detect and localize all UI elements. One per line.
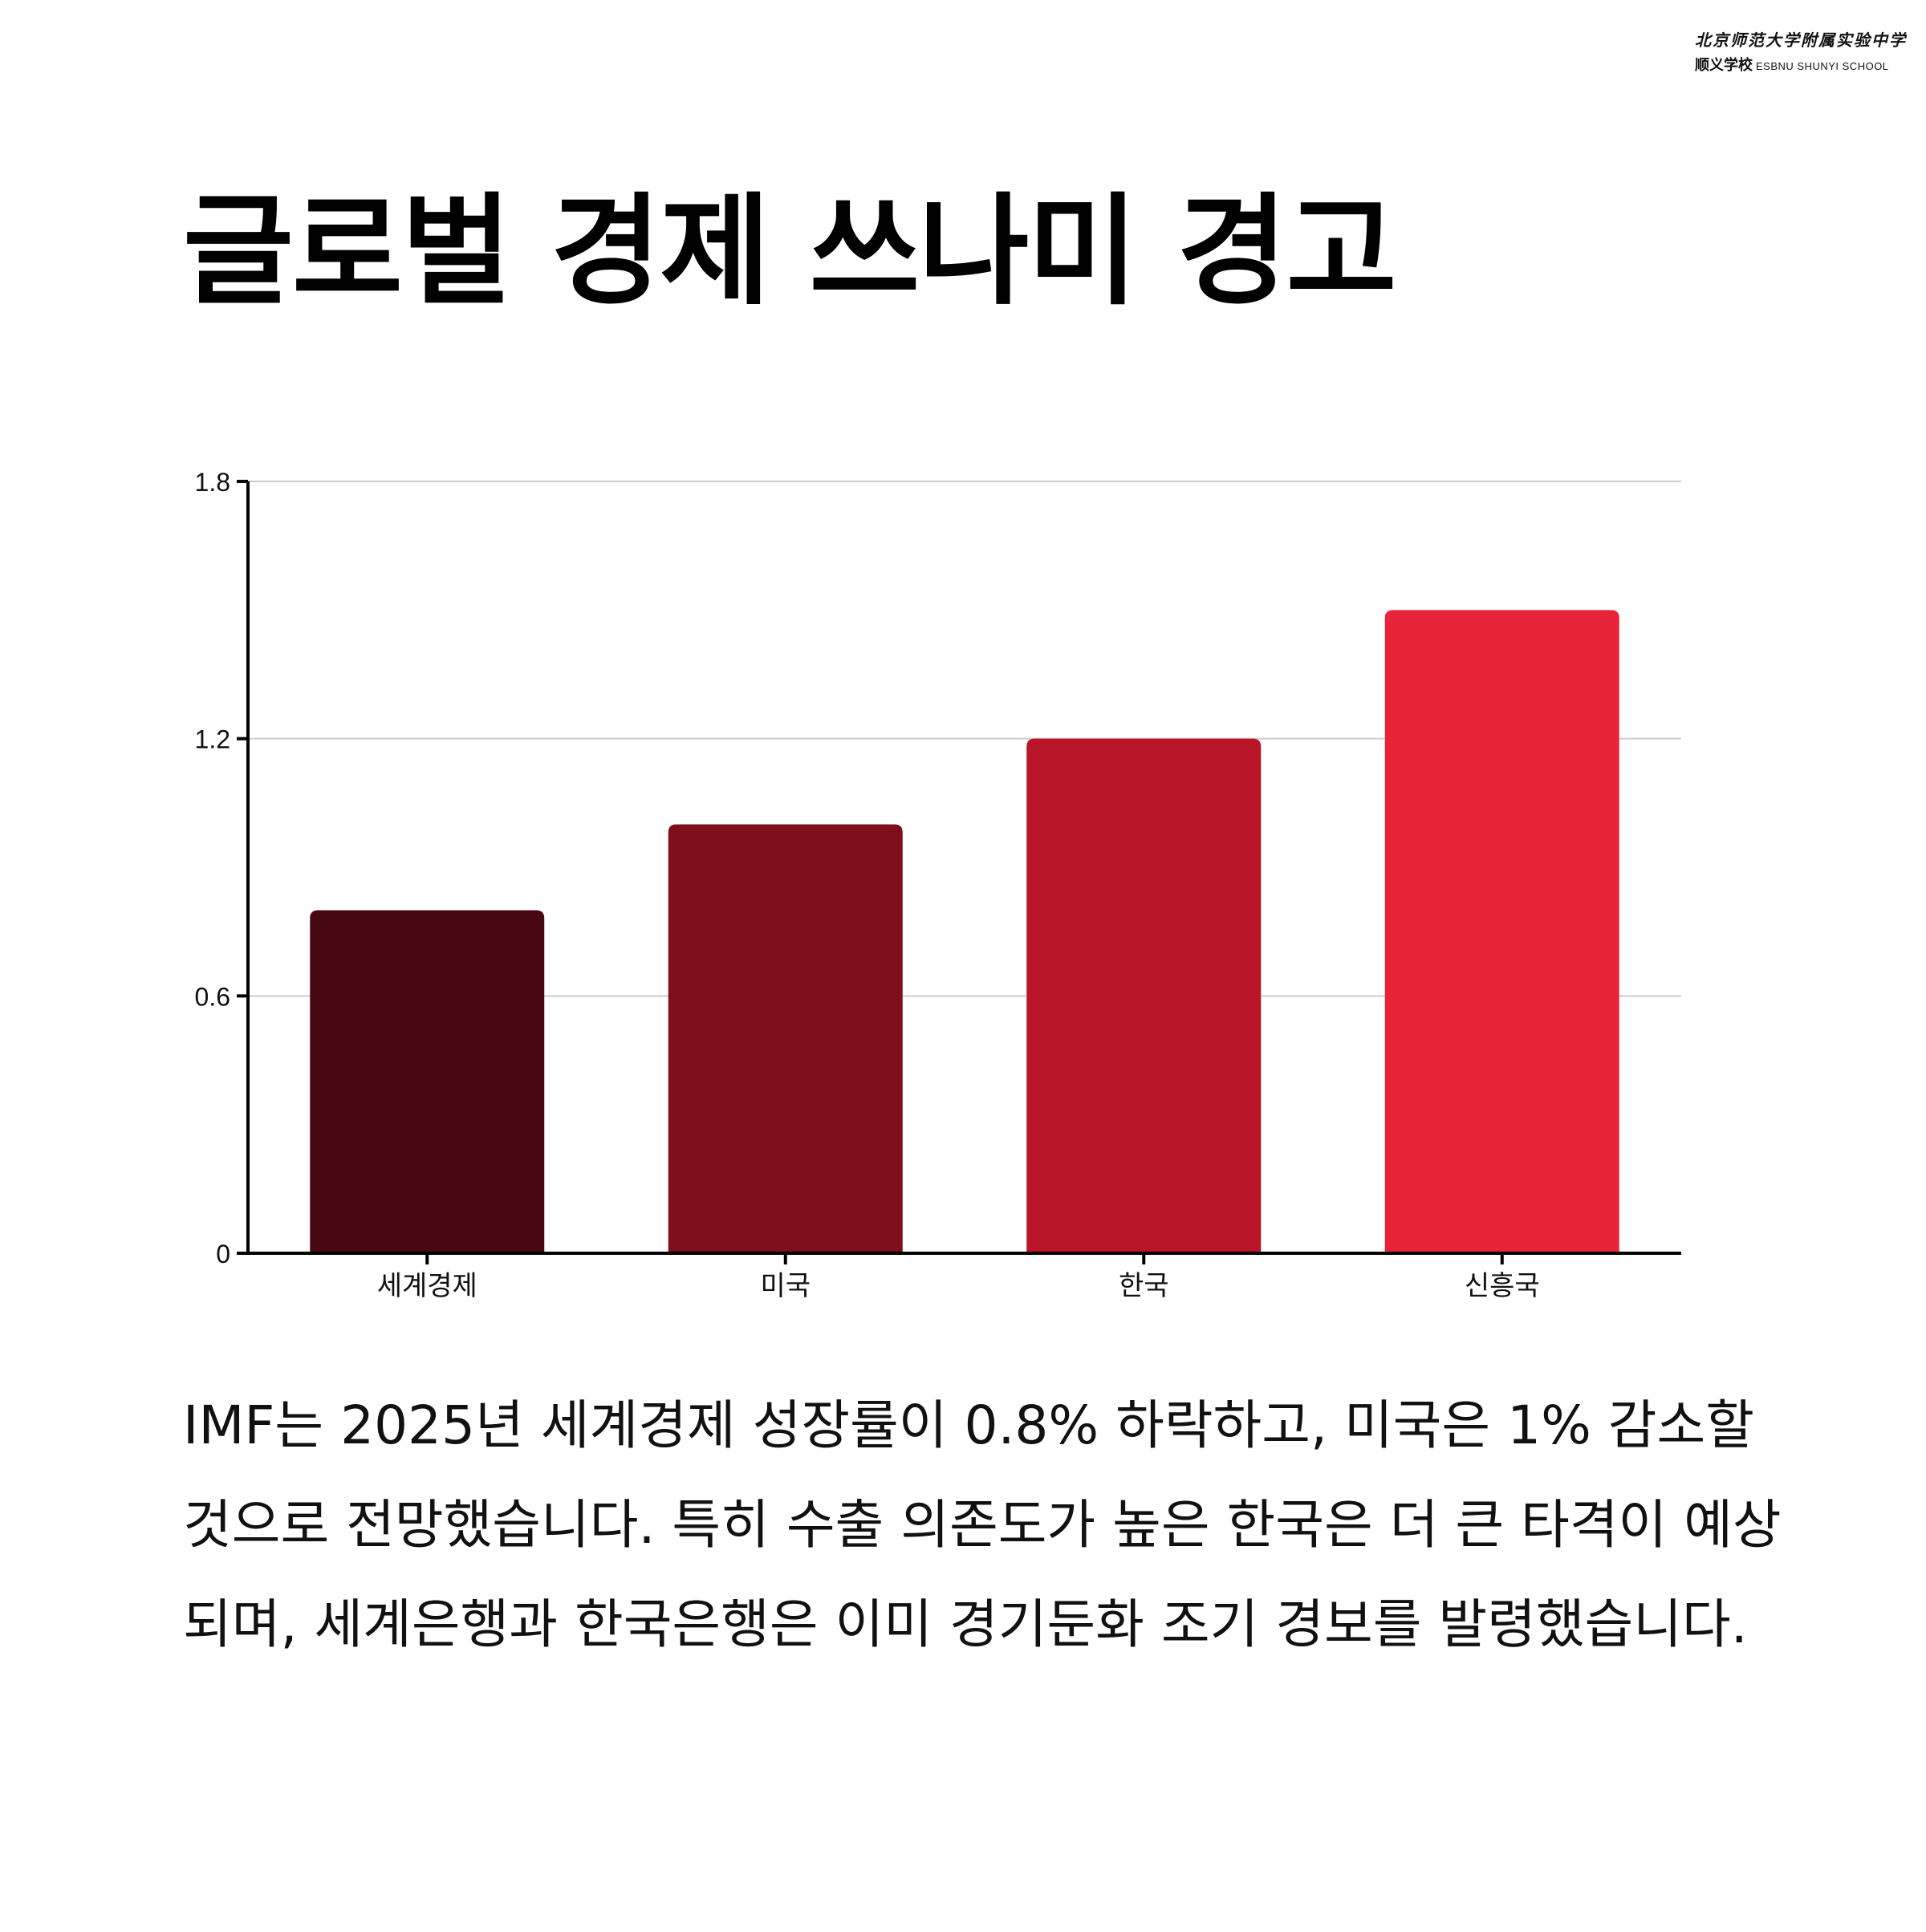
logo-line-chinese: 北京师范大学附属实验中学 xyxy=(1695,30,1907,50)
logo-line-2: 顺义学校 ESBNU SHUNYI SCHOOL xyxy=(1695,54,1907,75)
page-title: 글로벌 경제 쓰나미 경고 xyxy=(183,182,1397,322)
school-logo: 北京师范大学附属实验中学 顺义学校 ESBNU SHUNYI SCHOOL xyxy=(1695,27,1907,75)
y-tick-label: 1.8 xyxy=(195,468,230,497)
y-tick-label: 0.6 xyxy=(195,982,230,1011)
bar xyxy=(668,824,903,1253)
bars xyxy=(310,610,1619,1253)
tick-labels: 0 0.6 1.2 1.8 세계경제 미국 한국 신흥국 xyxy=(195,468,1540,1302)
bar xyxy=(1026,738,1262,1253)
y-tick-label: 0 xyxy=(216,1240,230,1268)
bar xyxy=(1384,610,1619,1253)
body-paragraph: IMF는 2025년 세계경제 성장률이 0.8% 하락하고, 미국은 1% 감… xyxy=(183,1394,1782,1655)
y-tick-label: 1.2 xyxy=(195,725,230,754)
x-tick-label: 세계경제 xyxy=(377,1270,477,1302)
bar-chart: 0 0.6 1.2 1.8 세계경제 미국 한국 신흥국 xyxy=(195,468,1681,1302)
x-tick-label: 신흥국 xyxy=(1465,1270,1540,1302)
logo-school-name-en: ESBNU SHUNYI SCHOOL xyxy=(1756,60,1889,72)
logo-school-name-cn: 顺义学校 xyxy=(1695,57,1753,74)
axes xyxy=(237,480,1681,1264)
x-tick-label: 한국 xyxy=(1119,1270,1169,1302)
bar xyxy=(310,910,545,1253)
x-tick-label: 미국 xyxy=(760,1270,811,1302)
